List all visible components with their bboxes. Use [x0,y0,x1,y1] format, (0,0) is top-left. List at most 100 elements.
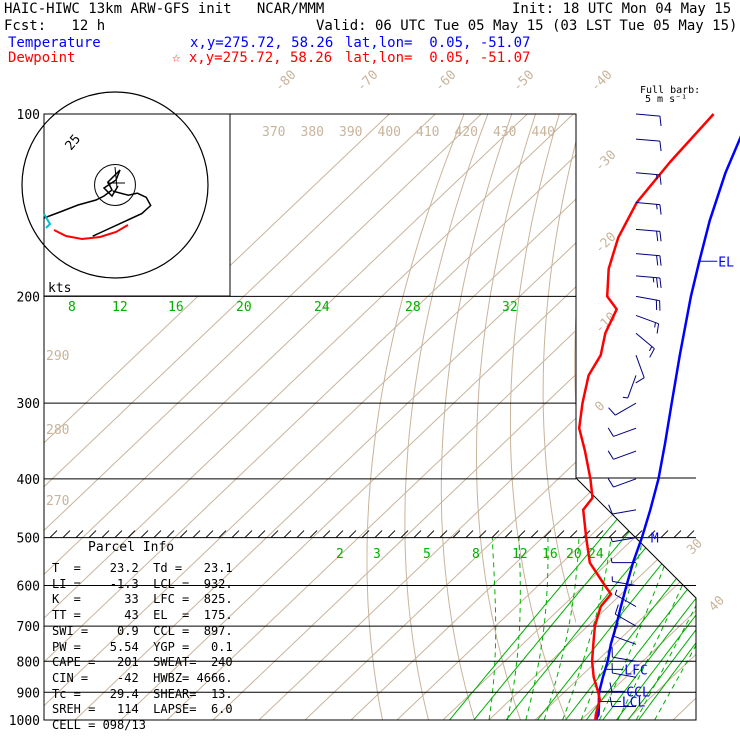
hatch-mark [439,530,448,538]
barb-legend-title: Full barb: [640,85,701,96]
temperature-legend: Temperature [8,35,101,51]
level-marker-ccl: CCL [626,685,650,700]
wind-barb [609,696,636,708]
temperature-xy: x,y=275.72, 58.26 [190,35,334,51]
dry-adiabat [366,114,465,720]
hatch-mark [140,530,149,538]
hatch-mark [296,530,305,538]
pressure-label: 700 [17,620,40,635]
hatch-mark [192,530,201,538]
hatch-mark [335,530,344,538]
dry-adiabat [664,86,740,733]
hatch-mark [400,530,409,538]
plot-frame [43,113,697,721]
dry-adiabat [542,139,576,624]
hatch-mark [660,530,669,538]
isotherm-label: -40 [588,68,615,95]
moist-adiabat [488,537,497,720]
isotherm-line [44,114,436,720]
isotherm-line [534,114,696,720]
dry-adiabat [509,114,568,720]
init-time: Init: 18 UTC Mon 04 May 15 [512,1,732,17]
wind-barb [635,332,655,358]
hatch-mark [153,530,162,538]
pressure-label: 1000 [9,714,40,729]
hatch-mark [62,530,71,538]
isotherm-line [488,114,696,720]
dewpoint-xy: ☆ x,y=275.72, 58.26 [172,50,333,66]
wind-barb [635,354,645,384]
hatch-mark [452,530,461,538]
theta-label: 440 [532,125,555,140]
wind-barb [607,427,637,437]
mixing-ratio-line [473,296,696,720]
isotherm-line [166,114,696,720]
hatch-mark [556,530,565,538]
mixing-ratio-label: 3 [373,547,381,562]
pressure-label: 100 [17,108,40,123]
parcel-info-row: LI = -1.3 LCL = 932. [52,576,233,591]
parcel-info-row: SWI = 0.9 CCL = 897. [52,623,233,638]
hatch-mark [283,530,292,538]
mixing-ratio-label: 8 [68,300,76,315]
isotherm-line [44,114,620,720]
isotherm-label: -60 [432,68,459,95]
moist-adiabat [506,537,521,720]
theta-label: 290 [46,349,69,364]
mixing-ratio-label: 32 [502,300,518,315]
parcel-info-row: Tc = 29.4 SHEAR= 13. [52,686,233,701]
isotherm-line [44,114,482,720]
isotherm-label: 40 [706,593,728,615]
temperature-latlon: lat,lon= 0.05, -51.07 [345,35,531,51]
wind-barb [611,663,637,678]
isotherm-line [580,114,696,720]
hodograph-axis [114,166,118,189]
moist-adiabat [598,537,675,720]
wind-barb [610,557,636,564]
isotherm-line [44,114,666,720]
level-marker-lcl: LCL [622,695,646,710]
mixing-ratio-label: 16 [542,547,558,562]
isotherm-line [442,114,696,720]
hodograph-unit: kts [48,281,71,296]
dry-adiabat [404,114,489,720]
dry-adiabat [692,86,740,733]
parcel-info-row: CAPE = 201 SWEAT= 240 [52,655,233,670]
hatch-mark [348,530,357,538]
parcel-info-row: TT = 43 EL = 175. [52,608,233,623]
valid-time: Valid: 06 UTC Tue 05 May 15 (03 LST Tue … [316,18,738,34]
wind-barb [635,172,662,185]
parcel-info-row: K = 33 LFC = 825. [52,592,233,607]
hodograph-trace [92,190,152,237]
hatch-mark [374,530,383,538]
isotherm-label: 30 [684,536,706,558]
isotherm-line [44,114,528,720]
wind-barb [635,202,662,215]
pressure-label: 600 [17,580,40,595]
mixing-ratio-label: 24 [588,547,604,562]
hatch-mark [257,530,266,538]
hatch-mark [530,530,539,538]
wind-barb [614,589,637,608]
theta-label: 270 [46,494,69,509]
dry-adiabat [440,114,513,720]
wind-barb [614,604,637,627]
forecast-hour: Fcst: 12 h [4,18,106,34]
hatch-mark [478,530,487,538]
wind-barb [608,402,637,416]
theta-label: 400 [378,125,401,140]
pressure-label: 200 [17,290,40,305]
wind-barb [609,682,636,693]
theta-label: 430 [493,125,516,140]
isotherm-line [44,114,574,720]
hatch-mark [322,530,331,538]
hatch-mark [88,530,97,538]
hatch-mark [491,530,500,538]
mixing-ratio-label: 2 [336,547,344,562]
hatch-mark [244,530,253,538]
mixing-ratio-label: 8 [472,547,480,562]
theta-label: 280 [46,423,69,438]
hatch-mark [686,530,695,538]
wind-barb [610,536,637,543]
